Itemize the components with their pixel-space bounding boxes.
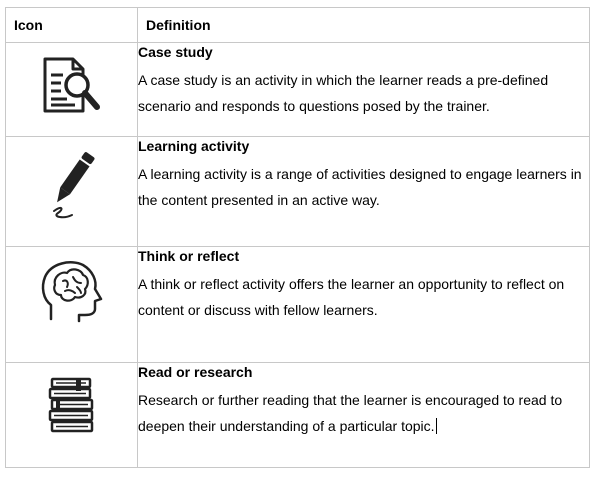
icon-cell xyxy=(5,136,138,247)
icon-definition-table: Icon Definition Case study A case study … xyxy=(5,7,590,468)
row-body: Research or further reading that the lea… xyxy=(138,392,563,434)
icon-cell xyxy=(5,246,138,363)
definition-cell: Read or research Research or further rea… xyxy=(137,362,590,468)
header-definition: Definition xyxy=(137,7,590,43)
table-row: Read or research Research or further rea… xyxy=(5,362,590,468)
row-body: A learning activity is a range of activi… xyxy=(138,166,582,208)
table-row: Case study A case study is an activity i… xyxy=(5,42,590,137)
pencil-icon xyxy=(52,152,94,219)
brain-head-icon xyxy=(41,261,102,323)
row-title: Think or reflect xyxy=(138,248,240,264)
icon-cell xyxy=(5,42,138,137)
case-study-icon xyxy=(43,57,100,113)
table-row: Think or reflect A think or reflect acti… xyxy=(5,246,590,363)
books-stack-icon xyxy=(48,377,93,433)
table-row: Learning activity A learning activity is… xyxy=(5,136,590,247)
text-cursor xyxy=(435,418,437,434)
icon-cell xyxy=(5,362,138,468)
definition-cell: Learning activity A learning activity is… xyxy=(137,136,590,247)
table-header-row: Icon Definition xyxy=(5,7,590,43)
row-body: A think or reflect activity offers the l… xyxy=(138,276,565,318)
row-title: Case study xyxy=(138,44,213,60)
definition-cell: Case study A case study is an activity i… xyxy=(137,42,590,137)
row-title: Learning activity xyxy=(138,138,250,154)
header-icon: Icon xyxy=(5,7,138,43)
row-body: A case study is an activity in which the… xyxy=(138,72,549,114)
definition-cell: Think or reflect A think or reflect acti… xyxy=(137,246,590,363)
row-title: Read or research xyxy=(138,364,253,380)
